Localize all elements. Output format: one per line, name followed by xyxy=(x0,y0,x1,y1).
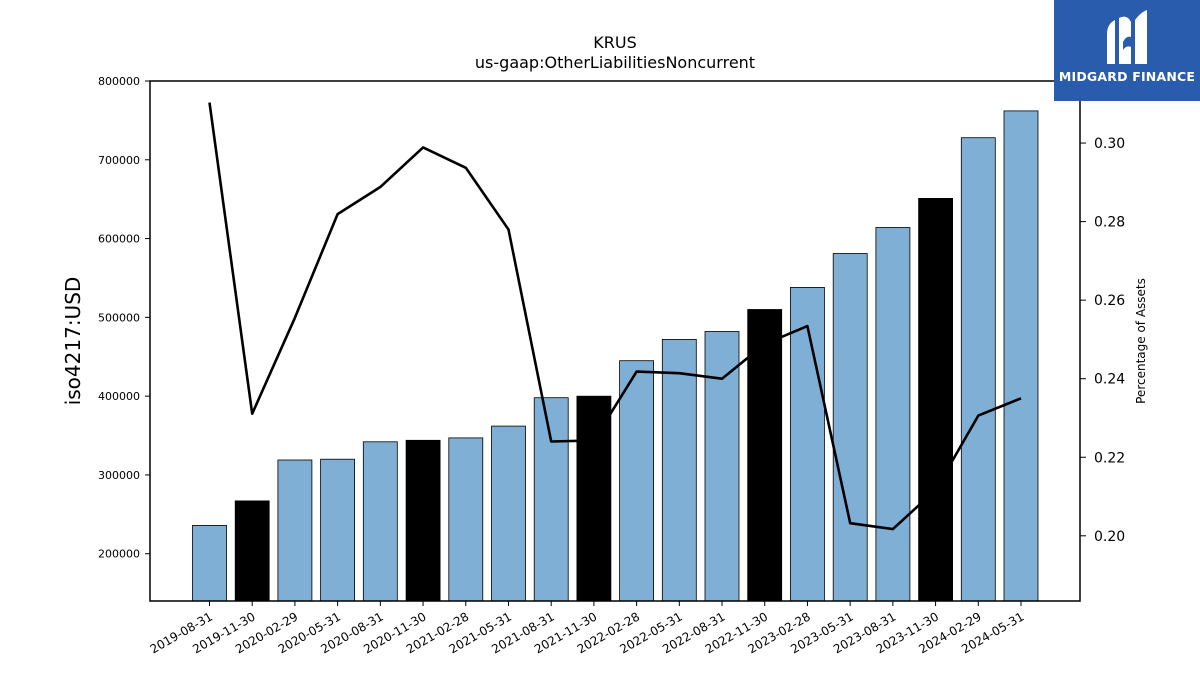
y2-axis-label: Percentage of Assets xyxy=(1134,278,1148,404)
y-tick-label: 800000 xyxy=(98,75,140,88)
y-tick-label: 500000 xyxy=(98,311,140,324)
bar xyxy=(277,459,313,602)
bar xyxy=(832,253,868,602)
bar xyxy=(790,286,825,602)
y2-tick-label: 0.22 xyxy=(1094,450,1125,466)
bar xyxy=(192,525,227,602)
bar xyxy=(747,309,783,602)
pct-line xyxy=(208,102,1022,531)
y2-tick-label: 0.28 xyxy=(1094,215,1125,231)
y-tick-label: 400000 xyxy=(98,390,140,403)
bar xyxy=(918,197,953,602)
y-axis-right: 0.20 0.22 0.24 0.26 0.28 0.30 xyxy=(1080,136,1125,545)
y2-tick-label: 0.26 xyxy=(1094,293,1125,309)
y-tick-label: 200000 xyxy=(98,548,140,561)
bar xyxy=(661,338,697,602)
y-tick-label: 600000 xyxy=(98,233,140,246)
bar xyxy=(619,360,654,602)
y2-tick-label: 0.30 xyxy=(1094,136,1125,152)
bar xyxy=(362,441,398,602)
bar xyxy=(405,439,441,602)
pct-line-group xyxy=(208,102,1022,531)
chart-subtitle: us-gaap:OtherLiabilitiesNoncurrent xyxy=(475,53,755,72)
plot-frame xyxy=(149,80,1081,602)
bar xyxy=(448,437,484,602)
chart-title: KRUS xyxy=(593,33,636,52)
bars-group xyxy=(192,110,1039,602)
bar xyxy=(1003,110,1039,602)
y-axis-label: iso4217:USD xyxy=(61,277,85,406)
bar xyxy=(234,500,270,602)
bar xyxy=(576,395,612,602)
bar xyxy=(533,397,569,602)
y-tick-label: 700000 xyxy=(98,154,140,167)
brand-logo: MIDGARD FINANCE xyxy=(1054,0,1200,101)
bar xyxy=(960,137,996,602)
logo-mark-icon xyxy=(1107,10,1147,64)
bar xyxy=(320,458,356,602)
y-axis-left: 200000 300000 400000 500000 600000 700000 8000… xyxy=(98,75,150,561)
bar xyxy=(491,425,526,602)
y2-tick-label: 0.24 xyxy=(1094,372,1125,388)
x-axis: 2019-08-312019-11-302020-02-292020-05-31… xyxy=(148,601,1027,656)
bar xyxy=(704,331,740,602)
logo-text: MIDGARD FINANCE xyxy=(1058,69,1196,84)
y2-tick-label: 0.20 xyxy=(1094,529,1125,545)
bar xyxy=(875,227,911,602)
y-tick-label: 300000 xyxy=(98,469,140,482)
